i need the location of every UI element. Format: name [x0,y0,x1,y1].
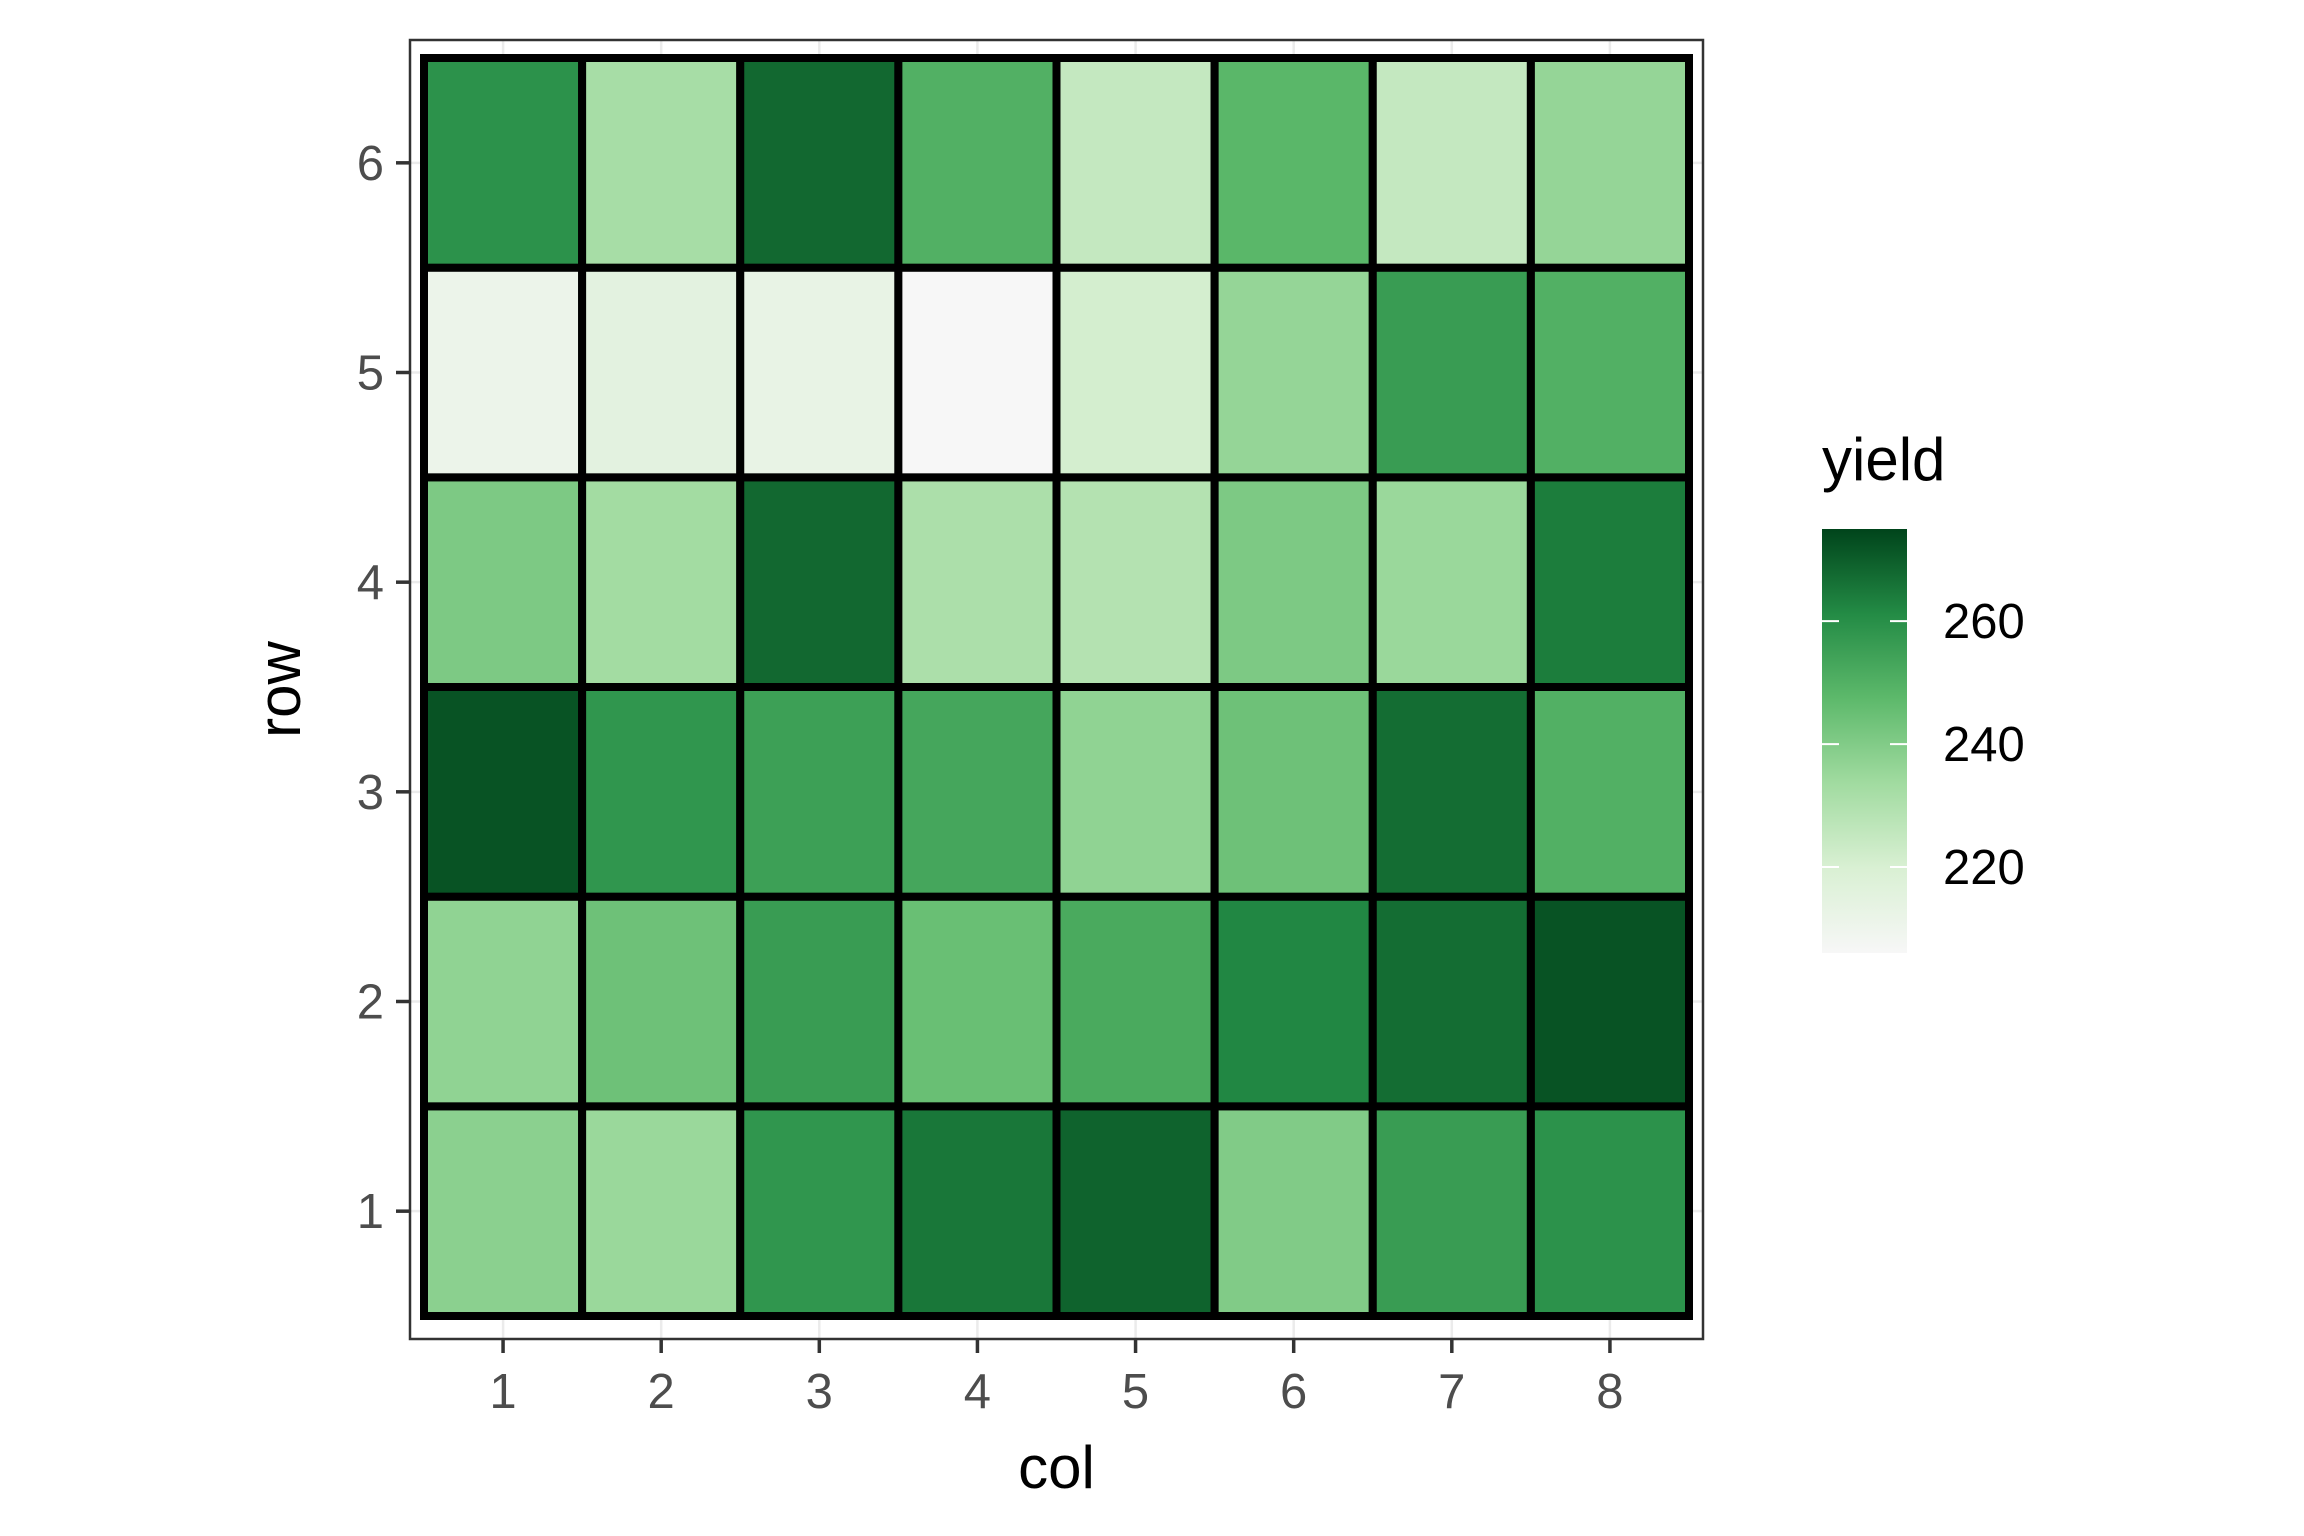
heatmap-tile [736,1102,903,1321]
heatmap-tile [1052,892,1219,1111]
heatmap-tile [1526,54,1693,272]
heatmap-tile [1368,892,1535,1111]
heatmap-tile [1210,892,1377,1111]
legend-tick-label: 220 [1943,841,2025,895]
heatmap-tile [1052,1102,1219,1321]
heatmap-tile [578,683,745,901]
heatmap-tile [1368,263,1535,482]
heatmap-tile [1210,683,1377,901]
x-tick-label: 3 [806,1365,833,1419]
heatmap-tile [1052,473,1219,692]
heatmap-tile [894,683,1061,901]
heatmap-tile [420,1102,587,1321]
heatmap-tile [1526,892,1693,1111]
x-tick-label: 2 [648,1365,675,1419]
color-legend: 220 240 260 [1822,529,2025,953]
y-tick-label: 3 [357,766,384,820]
x-tick-label: 5 [1122,1365,1149,1419]
heatmap-tile [1052,263,1219,482]
x-tick-label: 1 [489,1365,516,1419]
heatmap-tile [894,892,1061,1111]
heatmap-tile [736,683,903,901]
x-tick-label: 8 [1596,1365,1623,1419]
heatmap-tile [894,1102,1061,1321]
heatmap-tile [420,54,587,272]
heatmap-tile [736,473,903,692]
y-tick-label: 2 [357,976,384,1030]
heatmap-tile [420,473,587,692]
y-tick-label: 1 [357,1185,384,1239]
heatmap-tile [1526,473,1693,692]
heatmap-tile [894,473,1061,692]
y-tick-label: 4 [357,556,384,610]
heatmap-tile [1052,683,1219,901]
heatmap-tile [1526,683,1693,901]
heatmap-tile [1368,54,1535,272]
heatmap-tile [894,263,1061,482]
heatmap-tile [1368,683,1535,901]
heatmap-tile [894,54,1061,272]
heatmap-tile [1210,263,1377,482]
x-tick-label: 4 [964,1365,991,1419]
x-tick-label: 6 [1280,1365,1307,1419]
panel-border [408,38,1705,1341]
heatmap-tile [578,1102,745,1321]
heatmap-tile [1210,473,1377,692]
heatmap-tile [1210,54,1377,272]
heatmap-tile [1526,1102,1693,1321]
legend-tick-label: 260 [1943,595,2025,649]
heatmap-tile [736,263,903,482]
x-tick-label: 7 [1438,1365,1465,1419]
heatmap-tile [1368,473,1535,692]
legend-tick-label: 240 [1943,718,2025,772]
heatmap-tile [1052,54,1219,272]
heatmap-tile [1368,1102,1535,1321]
heatmap-tile [420,892,587,1111]
axes: 1 2 3 4 5 6 7 8 1 2 3 4 5 6 [357,137,1624,1419]
heatmap-tile [736,54,903,272]
x-axis-title: col [1018,1434,1095,1501]
heatmap-tile [1526,263,1693,482]
heatmap-tile [1210,1102,1377,1321]
heatmap-tile [578,263,745,482]
heatmap-tile [736,892,903,1111]
y-tick-label: 5 [357,347,384,401]
heatmap-tile [578,473,745,692]
legend-colorbar [1822,529,1907,953]
y-axis-title: row [246,640,313,737]
heatmap-tile [420,683,587,901]
heatmap-tile [420,263,587,482]
heatmap-tile [578,54,745,272]
heatmap-tile [578,892,745,1111]
legend-title: yield [1822,426,1945,493]
heatmap-tiles [420,54,1693,1321]
y-tick-label: 6 [357,137,384,191]
